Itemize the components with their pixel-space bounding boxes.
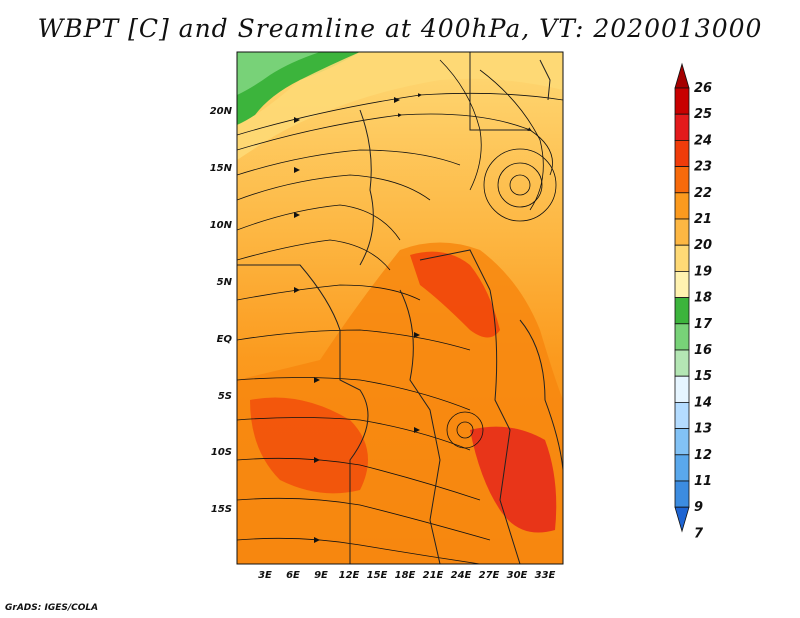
lon-label: 27E (479, 570, 500, 581)
lon-label: 6E (286, 570, 300, 581)
colorbar-swatch (674, 401, 690, 429)
map-area (237, 52, 563, 564)
wbpt-region-19 (237, 52, 563, 160)
colorbar-swatch (674, 87, 690, 115)
colorbar-swatch (674, 349, 690, 377)
colorbar-label: 19 (694, 264, 712, 279)
wbpt-region-16 (237, 52, 320, 95)
lat-label: 15N (210, 163, 233, 174)
colorbar-label: 15 (694, 369, 712, 384)
colorbar-label: 26 (694, 81, 712, 96)
colorbar-label: 23 (694, 160, 712, 175)
colorbar-swatch (674, 244, 690, 272)
footer-credit: GrADS: IGES/COLA (5, 603, 99, 613)
colorbar-label: 14 (694, 395, 712, 410)
colorbar-swatch (674, 454, 690, 482)
colorbar-label: 11 (694, 474, 712, 489)
colorbar-swatch (674, 375, 690, 403)
wbpt-hotspot-north (410, 251, 500, 338)
colorbar-swatch (674, 480, 690, 508)
lon-label: 3E (258, 570, 272, 581)
colorbar-swatch (674, 428, 690, 456)
lon-label: 18E (395, 570, 416, 581)
colorbar-label: 12 (694, 448, 712, 463)
colorbar-swatch (674, 218, 690, 246)
colorbar-swatch (674, 192, 690, 220)
colorbar-label: 25 (694, 107, 712, 122)
colorbar-swatch (674, 113, 690, 141)
colorbar-label: 18 (694, 291, 712, 306)
colorbar-label: 17 (694, 317, 713, 332)
lon-label: 30E (507, 570, 528, 581)
colorbar-label: 9 (694, 500, 703, 515)
colorbar-label: 7 (694, 526, 704, 541)
wbpt-hotspot-east (470, 426, 557, 533)
colorbar-swatch (674, 297, 690, 325)
lat-label: EQ (217, 334, 233, 345)
colorbar-label: 22 (694, 186, 712, 201)
map-frame (236, 51, 564, 565)
colorbar-swatch (674, 166, 690, 194)
colorbar-label: 16 (694, 343, 712, 358)
colorbar-label: 21 (694, 212, 712, 227)
lat-label: 10S (211, 447, 232, 458)
streamline-arrows (294, 97, 420, 543)
streamlines (237, 59, 563, 564)
country-borders (237, 52, 563, 564)
lat-label: 5S (218, 391, 232, 402)
colorbar-label: 13 (694, 422, 712, 437)
wbpt-hotspot-west (250, 397, 368, 494)
lon-label: 21E (423, 570, 444, 581)
lon-label: 15E (367, 570, 388, 581)
lon-label: 33E (535, 570, 556, 581)
lon-label: 9E (314, 570, 328, 581)
colorbar-swatch (674, 139, 690, 167)
colorbar-label: 20 (694, 238, 712, 253)
lat-label: 20N (210, 106, 233, 117)
lon-axis: 3E 6E 9E 12E 15E 18E 21E 24E 27E 30E 33E (258, 570, 555, 581)
lat-label: 15S (211, 504, 232, 515)
lat-label: 5N (217, 277, 233, 288)
colorbar: 26 25 24 23 22 21 20 19 18 17 16 15 14 13 12 11 9 7 (674, 62, 713, 541)
lon-label: 24E (451, 570, 472, 581)
colorbar-swatch (674, 270, 690, 298)
colorbar-top-arrow (674, 62, 690, 89)
lat-label: 10N (210, 220, 233, 231)
colorbar-swatch (674, 323, 690, 351)
colorbar-label: 24 (694, 133, 712, 148)
colorbar-bottom-arrow (674, 506, 690, 533)
chart-title: WBPT [C] and Sreamline at 400hPa, VT: 20… (37, 14, 763, 43)
lon-label: 12E (339, 570, 360, 581)
lat-axis: 20N 15N 10N 5N EQ 5S 10S 15S (210, 106, 233, 515)
